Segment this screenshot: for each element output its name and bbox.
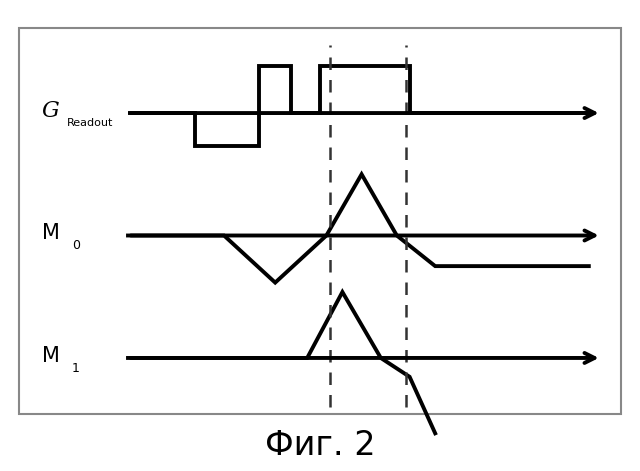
Text: 1: 1 — [72, 362, 79, 375]
Text: Readout: Readout — [67, 118, 113, 129]
Text: Фиг. 2: Фиг. 2 — [265, 429, 375, 462]
Text: M: M — [42, 346, 60, 365]
Text: 0: 0 — [72, 239, 80, 252]
Text: M: M — [42, 223, 60, 243]
Text: G: G — [42, 100, 60, 122]
FancyBboxPatch shape — [19, 28, 621, 414]
